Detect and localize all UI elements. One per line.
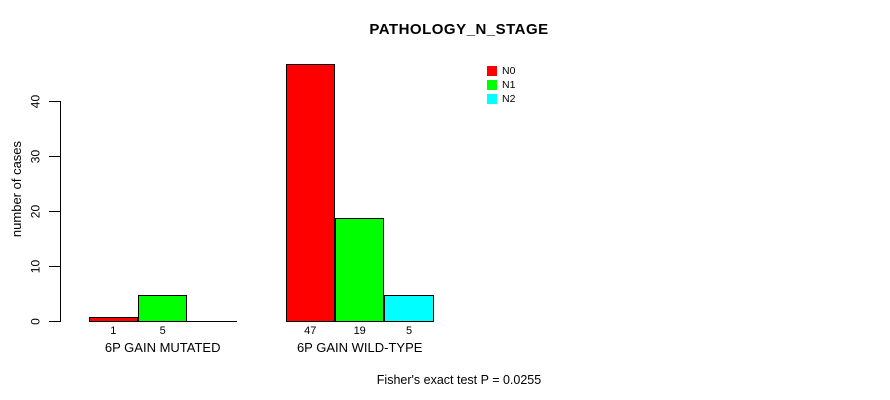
chart-title: PATHOLOGY_N_STAGE bbox=[369, 21, 549, 38]
legend-label: N2 bbox=[502, 93, 516, 105]
y-axis-tick-label: 30 bbox=[28, 149, 43, 163]
y-axis-tick-label: 20 bbox=[28, 204, 43, 218]
category-label: 6P GAIN MUTATED bbox=[104, 340, 221, 355]
legend-item-n0: N0 bbox=[487, 64, 515, 78]
y-axis-tick bbox=[48, 321, 60, 322]
bar-n1-1 bbox=[138, 294, 188, 322]
legend: N0 N1 N2 bbox=[487, 64, 515, 106]
bar-value-label: 1 bbox=[110, 325, 117, 337]
y-axis-line bbox=[59, 101, 61, 322]
bar-value-label: 5 bbox=[159, 325, 166, 337]
y-axis-tick bbox=[48, 266, 60, 267]
legend-swatch-icon bbox=[487, 94, 497, 104]
bar-n0-1 bbox=[88, 316, 138, 322]
bar-n1-2 bbox=[335, 217, 385, 322]
y-axis-label: number of cases bbox=[9, 140, 24, 238]
y-axis-tick-label: 40 bbox=[28, 94, 43, 108]
stats-annotation: Fisher's exact test P = 0.0255 bbox=[376, 373, 542, 387]
legend-swatch-icon bbox=[487, 66, 497, 76]
y-axis-tick-label: 0 bbox=[28, 317, 43, 325]
bar-value-label: 47 bbox=[304, 325, 317, 337]
category-label: 6P GAIN WILD-TYPE bbox=[296, 340, 423, 355]
bar-n2-2 bbox=[384, 294, 434, 322]
y-axis-tick bbox=[48, 156, 60, 157]
y-axis-tick bbox=[48, 211, 60, 212]
legend-item-n2: N2 bbox=[487, 92, 515, 106]
legend-label: N0 bbox=[502, 65, 516, 77]
legend-swatch-icon bbox=[487, 80, 497, 90]
legend-item-n1: N1 bbox=[487, 78, 515, 92]
y-axis-tick bbox=[48, 101, 60, 102]
y-axis-tick-label: 10 bbox=[28, 259, 43, 273]
legend-label: N1 bbox=[502, 79, 516, 91]
bar-value-label: 19 bbox=[353, 325, 366, 337]
bar-n0-2 bbox=[285, 63, 335, 322]
bar-value-label: 5 bbox=[406, 325, 413, 337]
